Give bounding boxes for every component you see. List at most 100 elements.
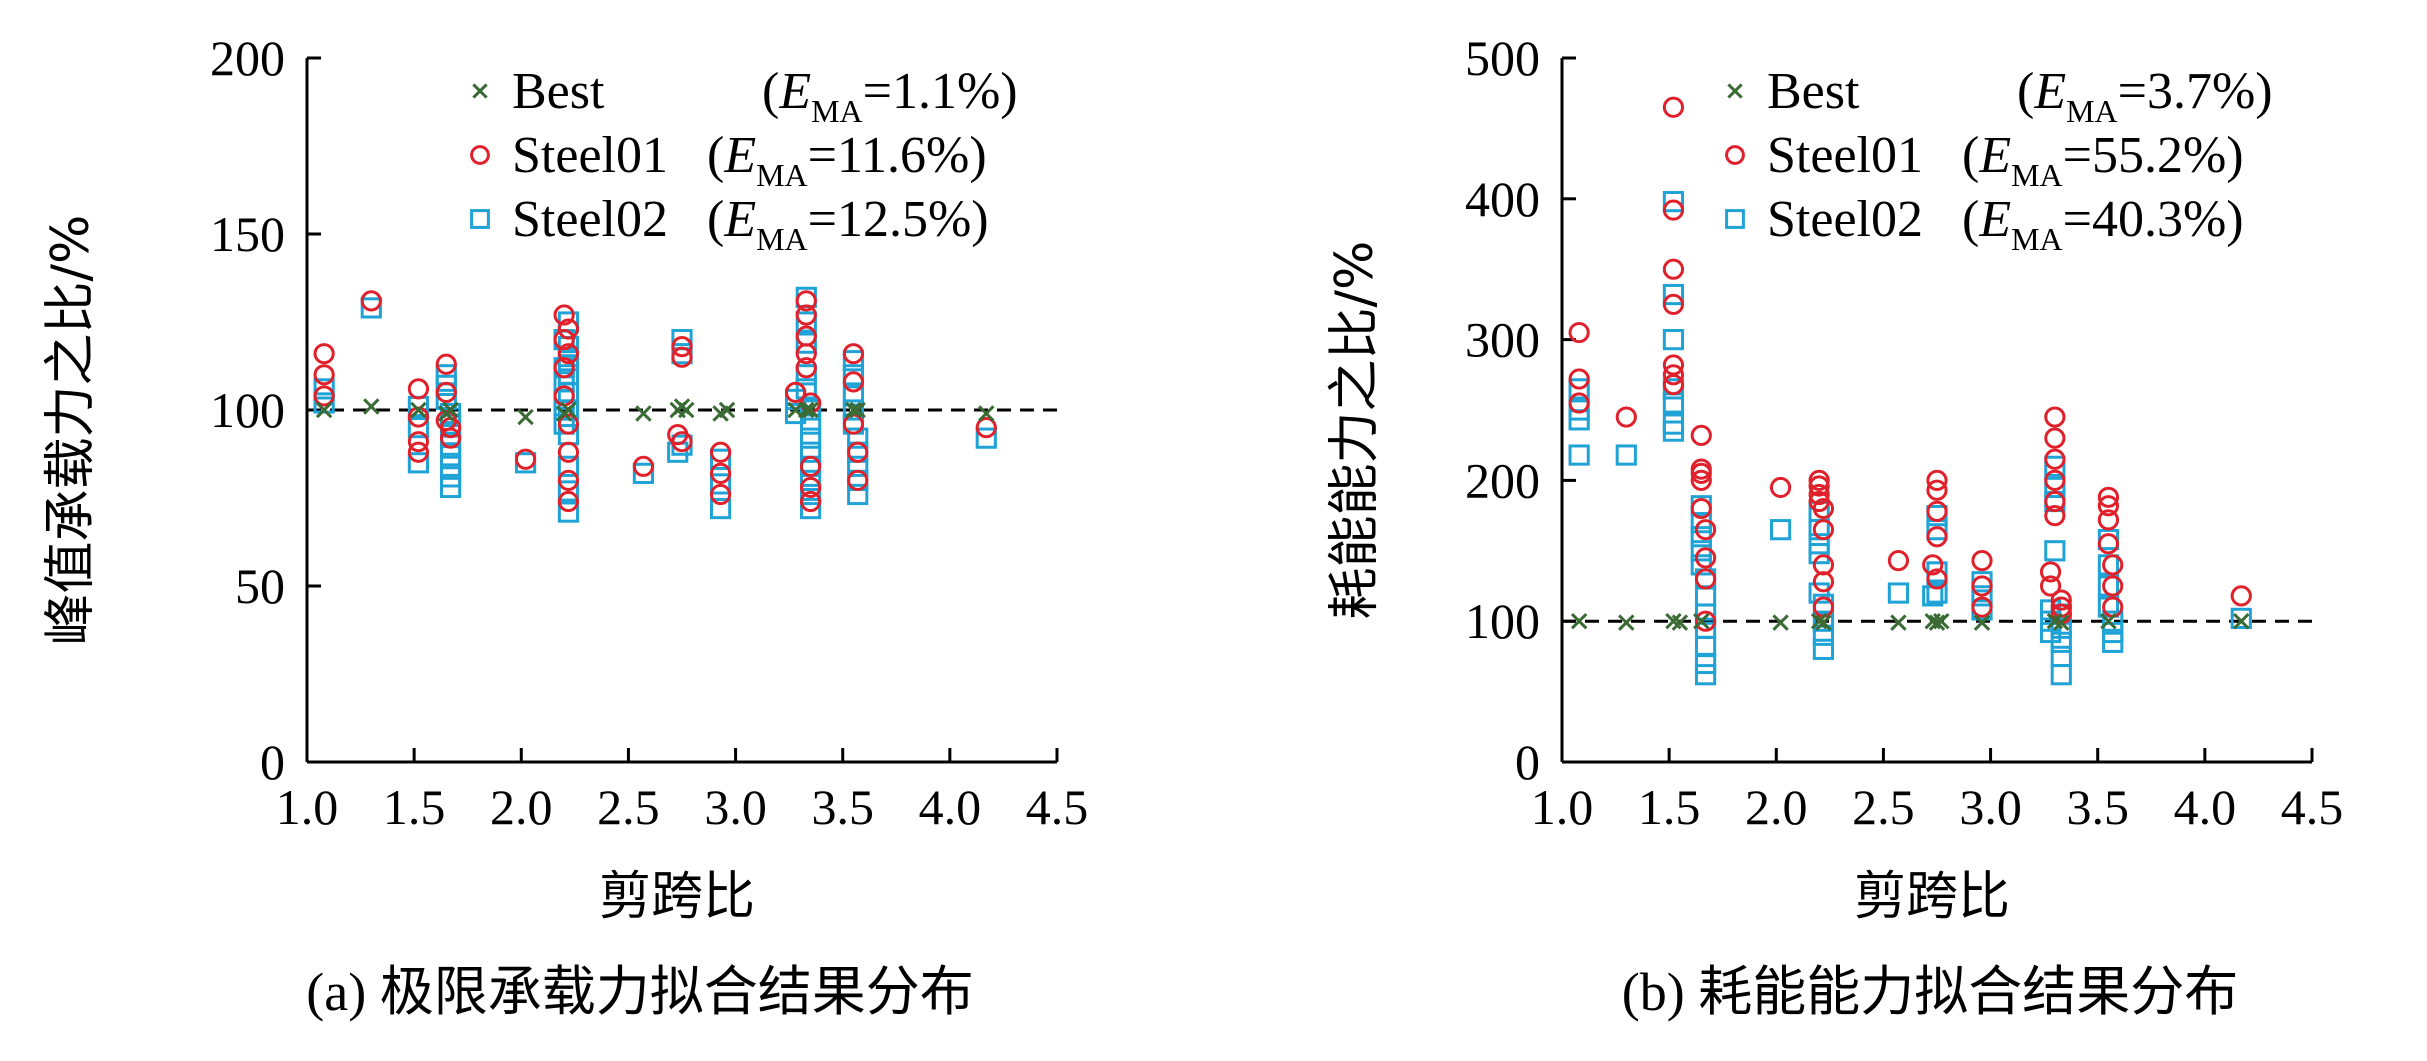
- data-point-best: [560, 401, 577, 419]
- x-tick-label: 4.0: [2174, 779, 2237, 835]
- data-point-best: [1693, 612, 1710, 630]
- data-point-steel02: [1812, 638, 1835, 660]
- data-point-steel01: [1926, 469, 1948, 491]
- data-point-steel01: [1926, 479, 1948, 501]
- data-point-steel01: [1926, 526, 1948, 548]
- data-point-steel01: [975, 417, 997, 439]
- legend-metric-value: =3.7%): [2118, 63, 2273, 120]
- data-point-best: [1973, 614, 1991, 631]
- data-point-steel02: [709, 448, 732, 470]
- data-point-steel02: [1887, 582, 1910, 604]
- data-point-steel01: [1568, 321, 1590, 344]
- data-point-best: [1890, 614, 1907, 631]
- data-point-steel01: [2097, 495, 2120, 517]
- y-tick-label: 400: [1465, 171, 1540, 227]
- data-point-steel01: [557, 469, 580, 491]
- legend-entry-best: Best (EMA=1.1%): [512, 63, 1018, 129]
- data-point-steel01: [470, 145, 490, 165]
- data-point-best: [2233, 612, 2250, 630]
- data-point-steel01: [1812, 571, 1835, 593]
- data-point-steel01: [671, 431, 693, 453]
- data-point-steel01: [842, 371, 865, 393]
- data-point-steel02: [795, 332, 817, 354]
- legend-open-paren: (: [1962, 191, 1979, 248]
- data-point-steel01: [557, 318, 580, 340]
- data-point-steel02: [1694, 652, 1717, 675]
- data-point-steel01: [799, 455, 822, 477]
- data-point-steel01: [1662, 258, 1685, 280]
- data-point-best: [1618, 614, 1635, 631]
- data-point-steel01: [1694, 547, 1717, 569]
- y-tick-label: 500: [1465, 30, 1540, 86]
- data-point-steel02: [470, 209, 490, 229]
- data-point-steel01: [1568, 368, 1590, 390]
- data-point-steel02: [709, 497, 732, 520]
- data-point-best: [363, 398, 380, 415]
- data-point-steel01: [2102, 554, 2124, 576]
- data-point-steel01: [1808, 475, 1830, 497]
- data-point-steel02: [667, 441, 689, 463]
- data-point-steel02: [709, 473, 732, 495]
- data-point-steel02: [1568, 378, 1590, 400]
- legend-open-paren: (: [707, 127, 724, 184]
- data-point-steel01: [2044, 490, 2066, 513]
- legend-metric-value: =1.1%): [863, 63, 1018, 120]
- data-point-best: [517, 408, 534, 426]
- data-point-best: [718, 401, 736, 419]
- panel-a-peak-capacity-chart: 0 50 100 150 200 1.0 1.5 2.0 2.5 3.0 3.5 4.0 4.5 剪跨比 峰…: [41, 30, 1088, 1022]
- data-point-steel01: [1615, 406, 1637, 428]
- data-point-best: [1928, 614, 1946, 631]
- legend-metric-symbol: E: [723, 127, 756, 184]
- data-point-steel01: [784, 381, 807, 403]
- data-point-steel01: [553, 304, 575, 326]
- data-point-steel02: [799, 469, 822, 491]
- data-point-steel01: [1926, 568, 1948, 590]
- data-point-steel02: [1662, 420, 1685, 442]
- x-tick-label: 4.0: [919, 779, 982, 835]
- x-tick-label: 1.0: [1531, 779, 1594, 835]
- legend-name: Steel01: [512, 127, 668, 184]
- legend-metric-subscript: MA: [756, 157, 808, 193]
- legend-open-paren: (: [2017, 63, 2034, 120]
- x-axis-title: 剪跨比: [1854, 867, 2010, 927]
- figure-caption: (a) 极限承载力拟合结果分布: [306, 962, 973, 1022]
- series-steel02: [1568, 191, 2252, 686]
- series-steel01: [1568, 96, 2252, 632]
- data-point-steel02: [632, 462, 655, 484]
- legend-metric-symbol: E: [778, 63, 811, 120]
- legend-metric-subscript: MA: [756, 221, 808, 257]
- y-tick-label: 0: [260, 734, 285, 790]
- data-point-steel01: [799, 476, 822, 499]
- data-point-steel02: [2044, 455, 2066, 477]
- data-point-steel02: [1662, 191, 1685, 213]
- data-point-steel02: [1812, 610, 1835, 632]
- data-point-steel01: [2044, 406, 2066, 428]
- data-point-steel02: [439, 476, 462, 499]
- x-axis-title: 剪跨比: [599, 867, 755, 927]
- legend-metric-subscript: MA: [2011, 221, 2063, 257]
- legend-entry-best: Best (EMA=3.7%): [1767, 63, 2273, 129]
- series-steel02: [313, 286, 997, 523]
- data-point-best: [678, 401, 695, 419]
- data-point-steel01: [2044, 504, 2066, 527]
- data-point-steel01: [671, 346, 693, 368]
- data-point-steel02: [1808, 543, 1830, 565]
- data-point-steel01: [2050, 589, 2072, 611]
- legend-metric-subscript: MA: [2011, 157, 2063, 193]
- series-steel01: [313, 290, 997, 513]
- legend-name: Steel02: [512, 191, 668, 248]
- data-point-steel01: [1662, 354, 1685, 376]
- data-point-steel02: [847, 427, 869, 449]
- data-point-steel02: [2102, 631, 2124, 653]
- y-tick-label: 100: [210, 382, 285, 438]
- data-point-steel01: [847, 441, 869, 463]
- data-point-steel01: [1690, 497, 1712, 520]
- data-point-steel01: [1694, 568, 1717, 590]
- data-point-steel01: [842, 343, 865, 365]
- data-point-steel01: [1568, 392, 1590, 414]
- data-point-steel02: [313, 378, 335, 400]
- data-point-steel01: [435, 353, 457, 375]
- data-point-steel01: [1690, 424, 1712, 446]
- data-point-steel01: [514, 448, 537, 470]
- data-point-best: [1815, 614, 1832, 631]
